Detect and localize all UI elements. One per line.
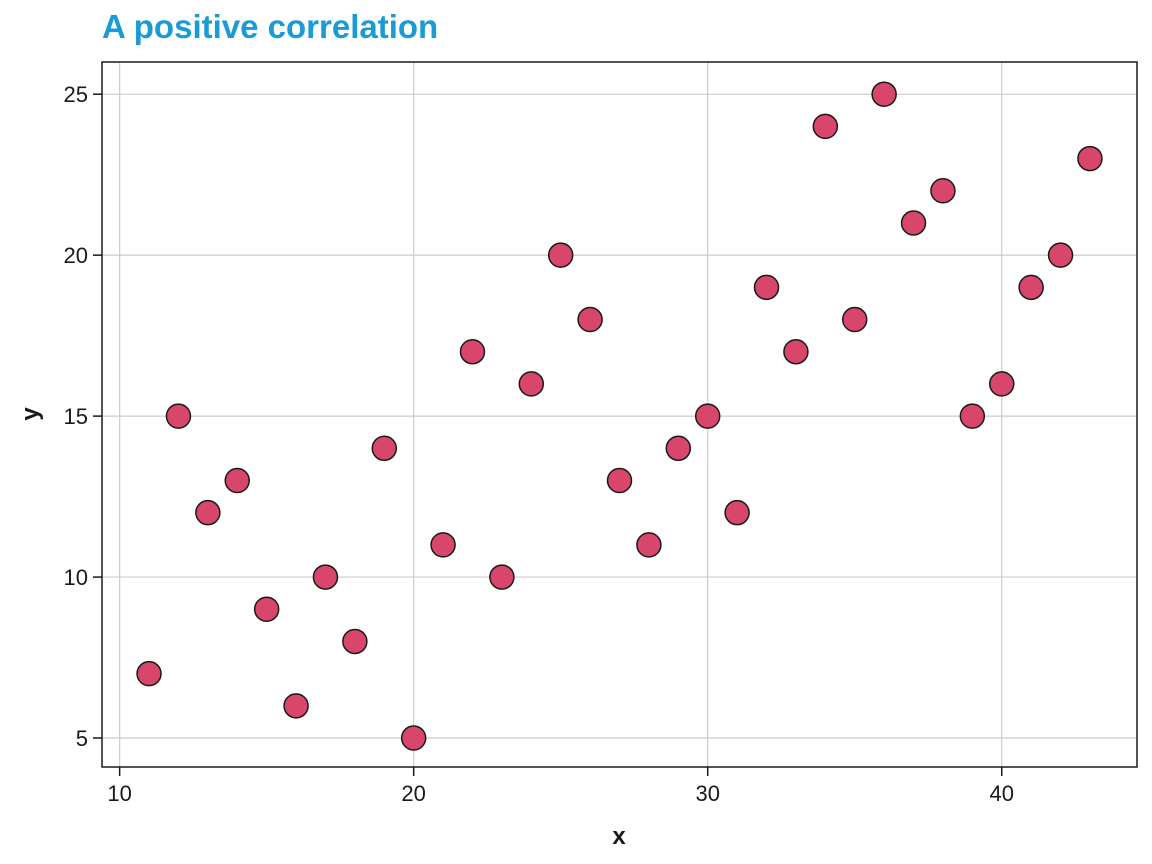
data-point <box>312 564 339 590</box>
data-point <box>518 371 545 397</box>
data-point <box>871 81 897 107</box>
plot-border <box>101 61 1138 768</box>
data-point <box>959 403 986 429</box>
data-point <box>783 338 809 365</box>
x-tick-label: 10 <box>107 781 131 806</box>
y-tick-label: 15 <box>64 404 88 429</box>
data-point <box>459 338 486 365</box>
data-point <box>195 499 221 526</box>
x-axis-title: x <box>612 823 626 850</box>
x-tick-label: 40 <box>990 781 1014 806</box>
data-point <box>665 435 692 462</box>
data-point <box>1047 242 1074 268</box>
y-tick-label: 5 <box>76 726 88 751</box>
data-point <box>253 596 280 623</box>
x-axis: 10 20 30 40 <box>107 767 1014 806</box>
data-points <box>136 81 1103 751</box>
data-point <box>606 467 633 494</box>
data-point <box>1077 145 1103 172</box>
data-point <box>1018 274 1044 301</box>
data-point <box>547 242 574 268</box>
x-tick-label: 30 <box>695 781 719 806</box>
data-point <box>753 274 780 301</box>
data-point <box>988 371 1015 397</box>
data-point <box>400 725 427 751</box>
data-point <box>430 532 456 558</box>
data-point <box>136 660 162 687</box>
data-point <box>724 499 750 526</box>
data-point <box>812 113 839 140</box>
data-point <box>636 532 662 558</box>
data-point <box>841 306 868 333</box>
data-point <box>165 403 192 429</box>
data-point <box>694 403 721 429</box>
data-point <box>577 306 603 333</box>
y-tick-label: 10 <box>64 565 88 590</box>
y-axis: 5 10 15 20 25 <box>64 82 102 751</box>
x-tick-label: 20 <box>401 781 425 806</box>
data-point <box>224 467 251 494</box>
chart-title: A positive correlation <box>102 8 439 45</box>
y-tick-label: 20 <box>64 243 88 268</box>
data-point <box>930 178 956 204</box>
data-point <box>283 693 309 719</box>
data-point <box>371 435 398 462</box>
y-tick-label: 25 <box>64 82 88 107</box>
data-point <box>900 210 927 236</box>
data-point <box>342 628 368 655</box>
y-axis-title: y <box>17 407 44 421</box>
data-point <box>489 564 515 590</box>
